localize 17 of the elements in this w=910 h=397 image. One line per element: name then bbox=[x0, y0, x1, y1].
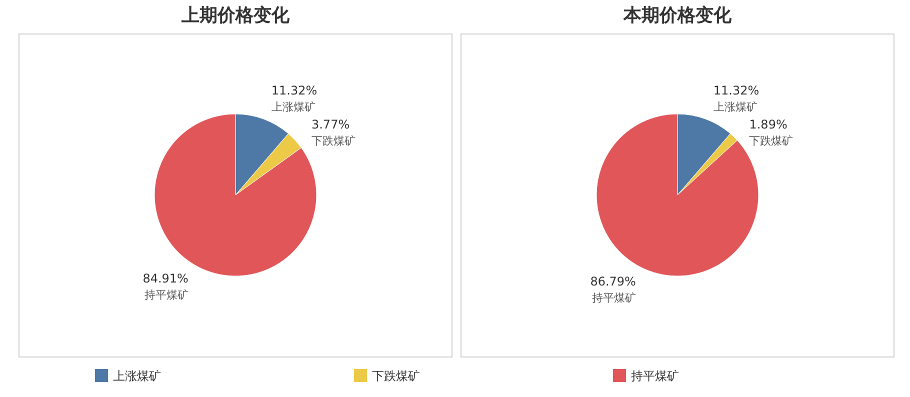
slice-label: 上涨煤矿 bbox=[271, 100, 316, 114]
chart-title: 上期价格变化 bbox=[180, 5, 290, 26]
slice-label: 下跌煤矿 bbox=[311, 134, 356, 148]
slice-label: 上涨煤矿 bbox=[713, 100, 758, 114]
data-label: 11.32% bbox=[271, 83, 318, 98]
data-label: 84.91% bbox=[142, 272, 188, 286]
slice-label: 持平煤矿 bbox=[592, 291, 636, 304]
legend-label: 上涨煤矿 bbox=[113, 369, 161, 383]
data-label: 3.77% bbox=[311, 117, 350, 132]
data-label: 11.32% bbox=[713, 83, 760, 98]
legend-label: 下跌煤矿 bbox=[372, 369, 420, 383]
chart-title: 本期价格变化 bbox=[622, 5, 732, 26]
slice-label: 持平煤矿 bbox=[144, 288, 188, 302]
data-label: 86.79% bbox=[590, 274, 636, 288]
data-label: 1.89% bbox=[749, 117, 788, 132]
slice-label: 下跌煤矿 bbox=[749, 134, 794, 148]
legend-label: 持平煤矿 bbox=[631, 369, 679, 383]
